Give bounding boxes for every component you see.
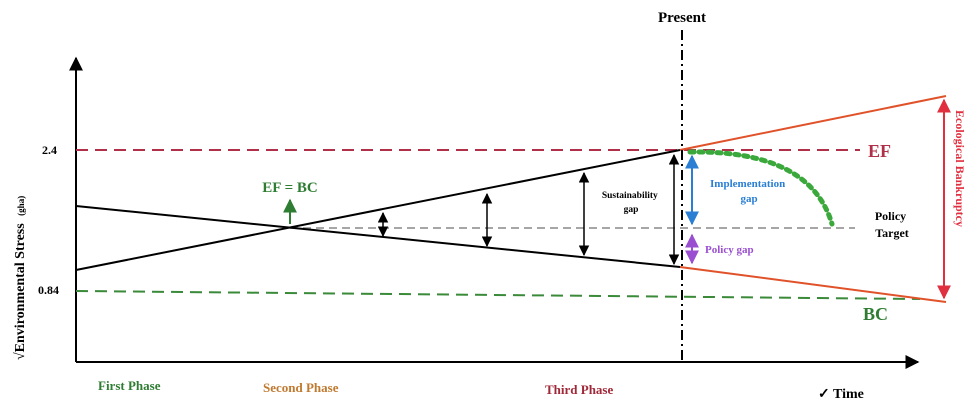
policy-target-line2: Target xyxy=(875,226,909,240)
policy-target-label: Policy Target xyxy=(875,209,909,240)
tick-label-0-84: 0.84 xyxy=(38,283,59,297)
sustainability-gap-label: Sustainability gap xyxy=(602,191,660,215)
y-axis-label-text: √Environmental Stress xyxy=(13,223,28,360)
sustainability-gap-line1: Sustainability xyxy=(602,191,658,201)
phase-third-label: Third Phase xyxy=(545,382,613,397)
phase-second-label: Second Phase xyxy=(263,380,339,395)
bc-trend-line xyxy=(75,205,681,268)
implementation-gap-label: Implementation gap xyxy=(710,178,788,205)
phase-first-label: First Phase xyxy=(98,378,161,393)
y-axis-label: √Environmental Stress (gha) xyxy=(13,196,28,360)
x-axis-label: ✓ Time xyxy=(818,387,864,402)
ecological-bankruptcy-label: Ecological Bankruptcy xyxy=(953,110,964,227)
implementation-gap-line2: gap xyxy=(740,193,757,205)
ef-eq-bc-label: EF = BC xyxy=(262,180,318,196)
bc-line xyxy=(75,290,921,300)
ecological-bankruptcy-label-group: Ecological Bankruptcy xyxy=(953,110,964,227)
present-label: Present xyxy=(658,10,706,26)
sustainability-gap-line2: gap xyxy=(624,205,639,215)
bc-label: BC xyxy=(863,304,888,324)
policy-target-line1: Policy xyxy=(875,209,906,223)
ef-trend-line xyxy=(75,149,681,271)
implementation-gap-line1: Implementation xyxy=(710,178,785,190)
ef-label: EF xyxy=(868,141,891,161)
bc-projection-line xyxy=(679,266,947,303)
svg-text:√Environmental Stress (g: √Environmental Stress (gha) xyxy=(13,196,28,360)
policy-curve xyxy=(687,149,835,227)
y-axis-unit: (gha) xyxy=(16,196,26,216)
policy-gap-label: Policy gap xyxy=(705,244,754,256)
tick-label-2-4: 2.4 xyxy=(42,143,57,157)
ef-projection-line xyxy=(679,95,947,151)
